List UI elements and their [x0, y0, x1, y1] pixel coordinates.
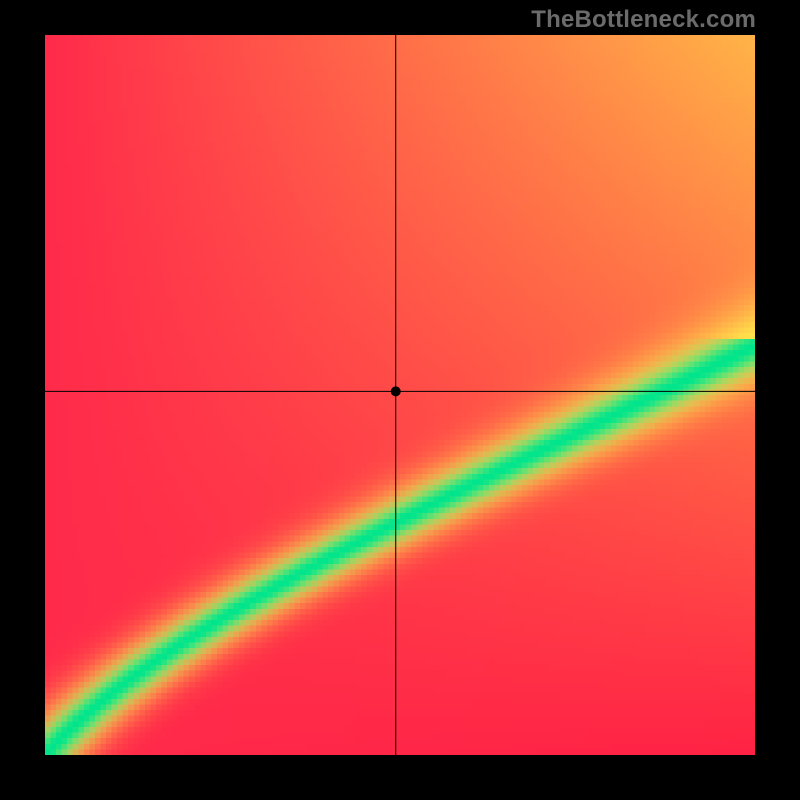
- heatmap-canvas: [45, 35, 755, 755]
- chart-container: TheBottleneck.com: [0, 0, 800, 800]
- watermark-text: TheBottleneck.com: [531, 6, 756, 34]
